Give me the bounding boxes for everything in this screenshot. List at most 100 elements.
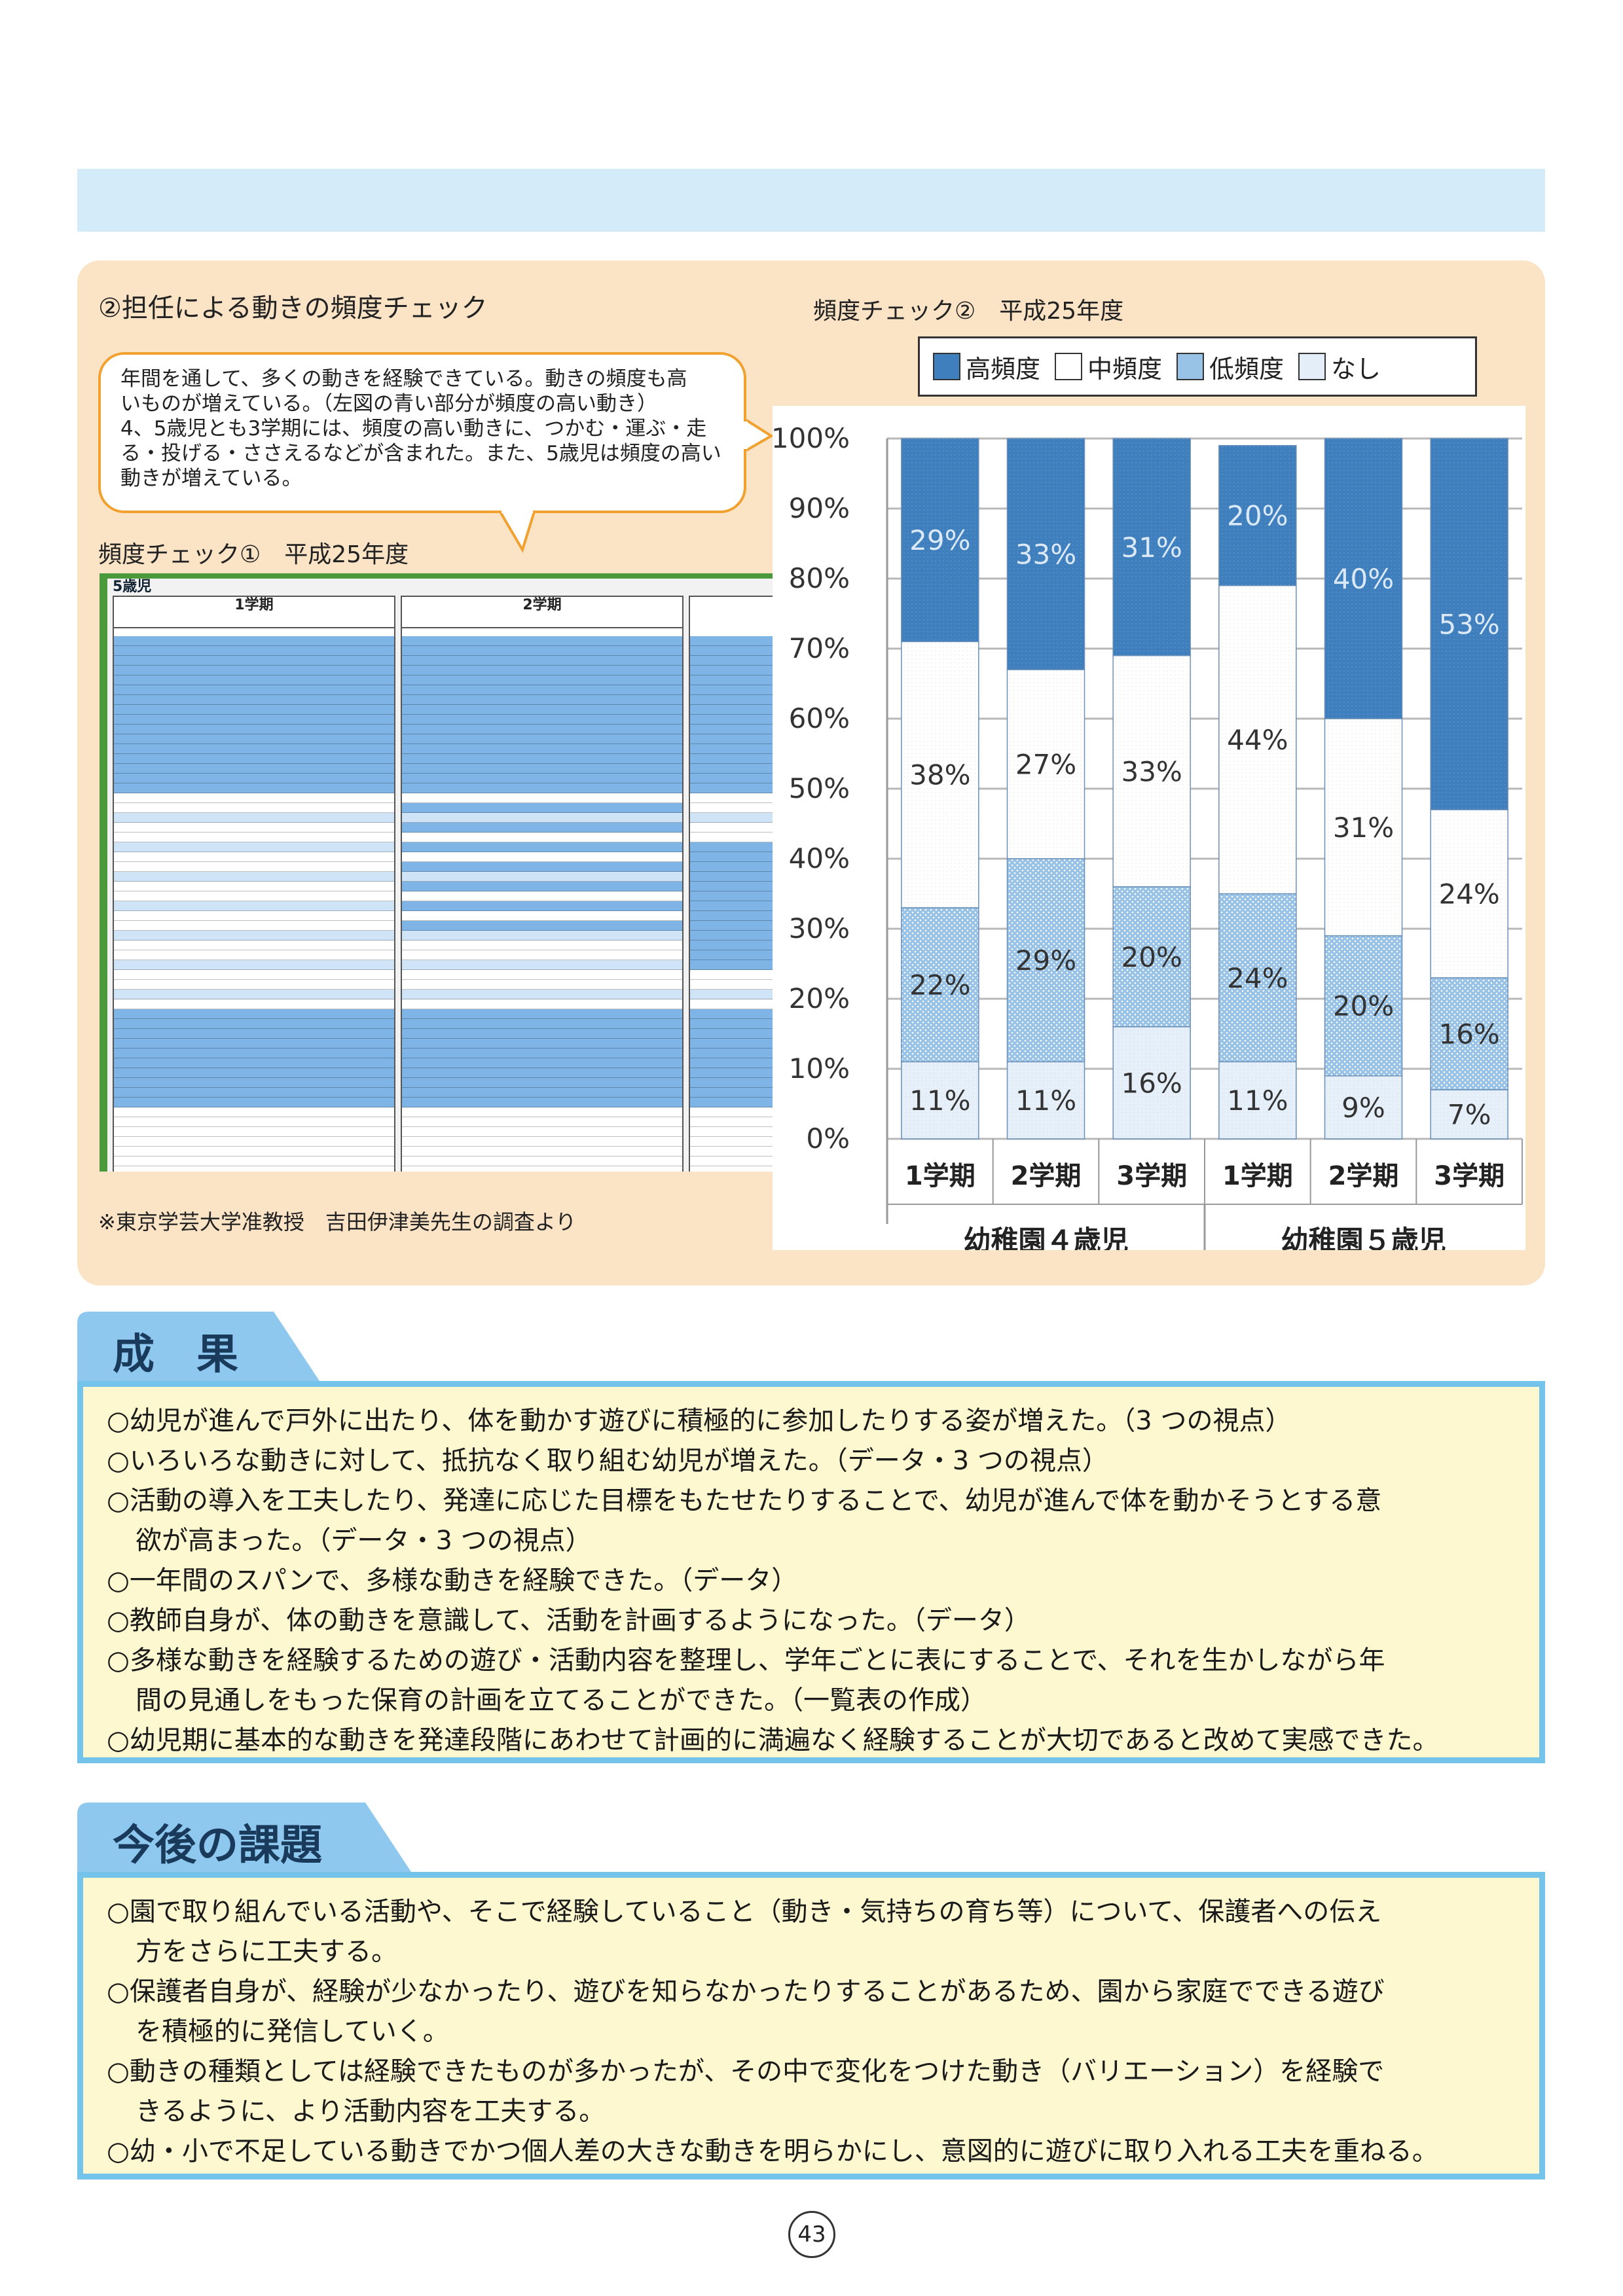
table-rows [690, 636, 774, 1172]
table-row [402, 656, 682, 666]
table-row [114, 999, 394, 1009]
table-row [402, 1049, 682, 1058]
table-row [690, 744, 774, 754]
table-row [402, 941, 682, 950]
bubble-line: 年間を通して、多くの動きを経験できている。動きの頻度も高 [120, 367, 687, 391]
data-label: 27% [1015, 749, 1076, 781]
table-row [690, 891, 774, 901]
list-item-continuation: 方をさらに工夫する。 [136, 1937, 397, 1967]
table-row [690, 833, 774, 842]
future-title: 今後の課題 [113, 1821, 322, 1870]
data-label: 33% [1121, 755, 1182, 787]
y-tick-label: 90% [789, 492, 850, 524]
table-row [114, 950, 394, 960]
table-row [114, 744, 394, 754]
y-tick-label: 80% [789, 562, 850, 594]
table-row [402, 901, 682, 911]
table-row [114, 1117, 394, 1127]
data-label: 29% [909, 524, 970, 556]
legend-item-low: 低頻度 [1176, 349, 1284, 385]
y-tick-label: 20% [789, 982, 850, 1014]
table-row [690, 1068, 774, 1078]
table-row [402, 882, 682, 891]
table-row [690, 950, 774, 960]
page-number: 43 [788, 2211, 835, 2258]
table-row [690, 1078, 774, 1088]
table-row [114, 872, 394, 882]
table-row [690, 1107, 774, 1117]
table-row [690, 823, 774, 833]
table-row [114, 823, 394, 833]
table-row [402, 675, 682, 685]
list-item: ○多様な動きを経験するための遊び・活動内容を整理し、学年ごとに表にすることで、そ… [107, 1645, 1385, 1676]
table-column-header: 2学期 [402, 597, 682, 628]
stacked-bar-chart: 0% 10% 20% 30% 40% 50% 60% 70% 80% 90% 100% 11% 22% 3… [773, 406, 1525, 1250]
table-row [114, 1157, 394, 1166]
group-label: 幼稚園４歳児 [963, 1225, 1128, 1250]
legend-item-none: なし [1298, 349, 1381, 385]
table-row [114, 1166, 394, 1172]
table-row [690, 901, 774, 911]
list-item: ○保護者自身が、経験が少なかったり、遊びを知らなかったりすることがあるため、園か… [107, 1977, 1385, 2007]
table-row [402, 931, 682, 941]
table-row [690, 793, 774, 803]
data-label: 11% [1015, 1085, 1076, 1117]
table-row [690, 1098, 774, 1107]
table-row [114, 1058, 394, 1068]
table-row [690, 980, 774, 990]
table-row [114, 813, 394, 823]
legend-swatch [1298, 353, 1326, 380]
table-row [114, 725, 394, 734]
table-row [114, 882, 394, 891]
table-row [114, 901, 394, 911]
list-item: ○活動の導入を工夫したり、発達に応じた目標をもたせたりすることで、幼児が進んで体… [107, 1486, 1382, 1516]
table-row [690, 734, 774, 744]
bubble-line: る・投げる・ささえるなどが含まれた。また、5歳児は頻度の高い [120, 442, 721, 465]
data-label: 33% [1015, 539, 1076, 571]
table-row [114, 1107, 394, 1117]
table-row [690, 911, 774, 921]
data-label: 44% [1227, 724, 1288, 756]
table-row [690, 1058, 774, 1068]
table-row [402, 725, 682, 734]
table-row [114, 646, 394, 656]
bubble-line: 動きが増えている。 [120, 467, 302, 490]
table-row [690, 1157, 774, 1166]
legend-item-mid: 中頻度 [1055, 349, 1162, 385]
table-row [690, 852, 774, 862]
legend-swatch [1055, 353, 1083, 380]
table-row [114, 1019, 394, 1029]
table-row [114, 715, 394, 725]
table-row [114, 833, 394, 842]
legend-swatch [1176, 353, 1205, 380]
table-row [402, 1127, 682, 1137]
table-row [690, 1039, 774, 1049]
table-row [114, 842, 394, 852]
table-row [114, 862, 394, 872]
table-row [114, 891, 394, 901]
table-row [402, 1098, 682, 1107]
table-row [690, 695, 774, 705]
data-label: 20% [1121, 941, 1182, 973]
table-row [114, 1029, 394, 1039]
table-row [114, 921, 394, 931]
chart1-title: 頻度チェック① 平成25年度 [98, 541, 409, 568]
table-row [402, 1009, 682, 1019]
legend-label: 中頻度 [1087, 354, 1163, 384]
y-tick-label: 100% [773, 422, 850, 454]
future-box: ○園で取り組んでいる活動や、そこで経験していること（動き・気持ちの育ち等）につい… [77, 1872, 1545, 2179]
chart2-title: 頻度チェック② 平成25年度 [813, 298, 1124, 325]
table-row [402, 666, 682, 675]
table-row [402, 833, 682, 842]
table-row [402, 990, 682, 999]
bar-segment [1112, 438, 1191, 656]
bubble-tail [499, 509, 536, 553]
results-box: ○幼児が進んで戸外に出たり、体を動かす遊びに積極的に参加したりする姿が増えた。（… [77, 1381, 1545, 1763]
bar-segment [1006, 438, 1085, 670]
table-row [114, 970, 394, 980]
table-row [402, 1068, 682, 1078]
bar-segment [1218, 1061, 1297, 1139]
table-column-term1: 1学期 [113, 596, 395, 1172]
bar-segment [1324, 935, 1403, 1077]
table-row [402, 823, 682, 833]
